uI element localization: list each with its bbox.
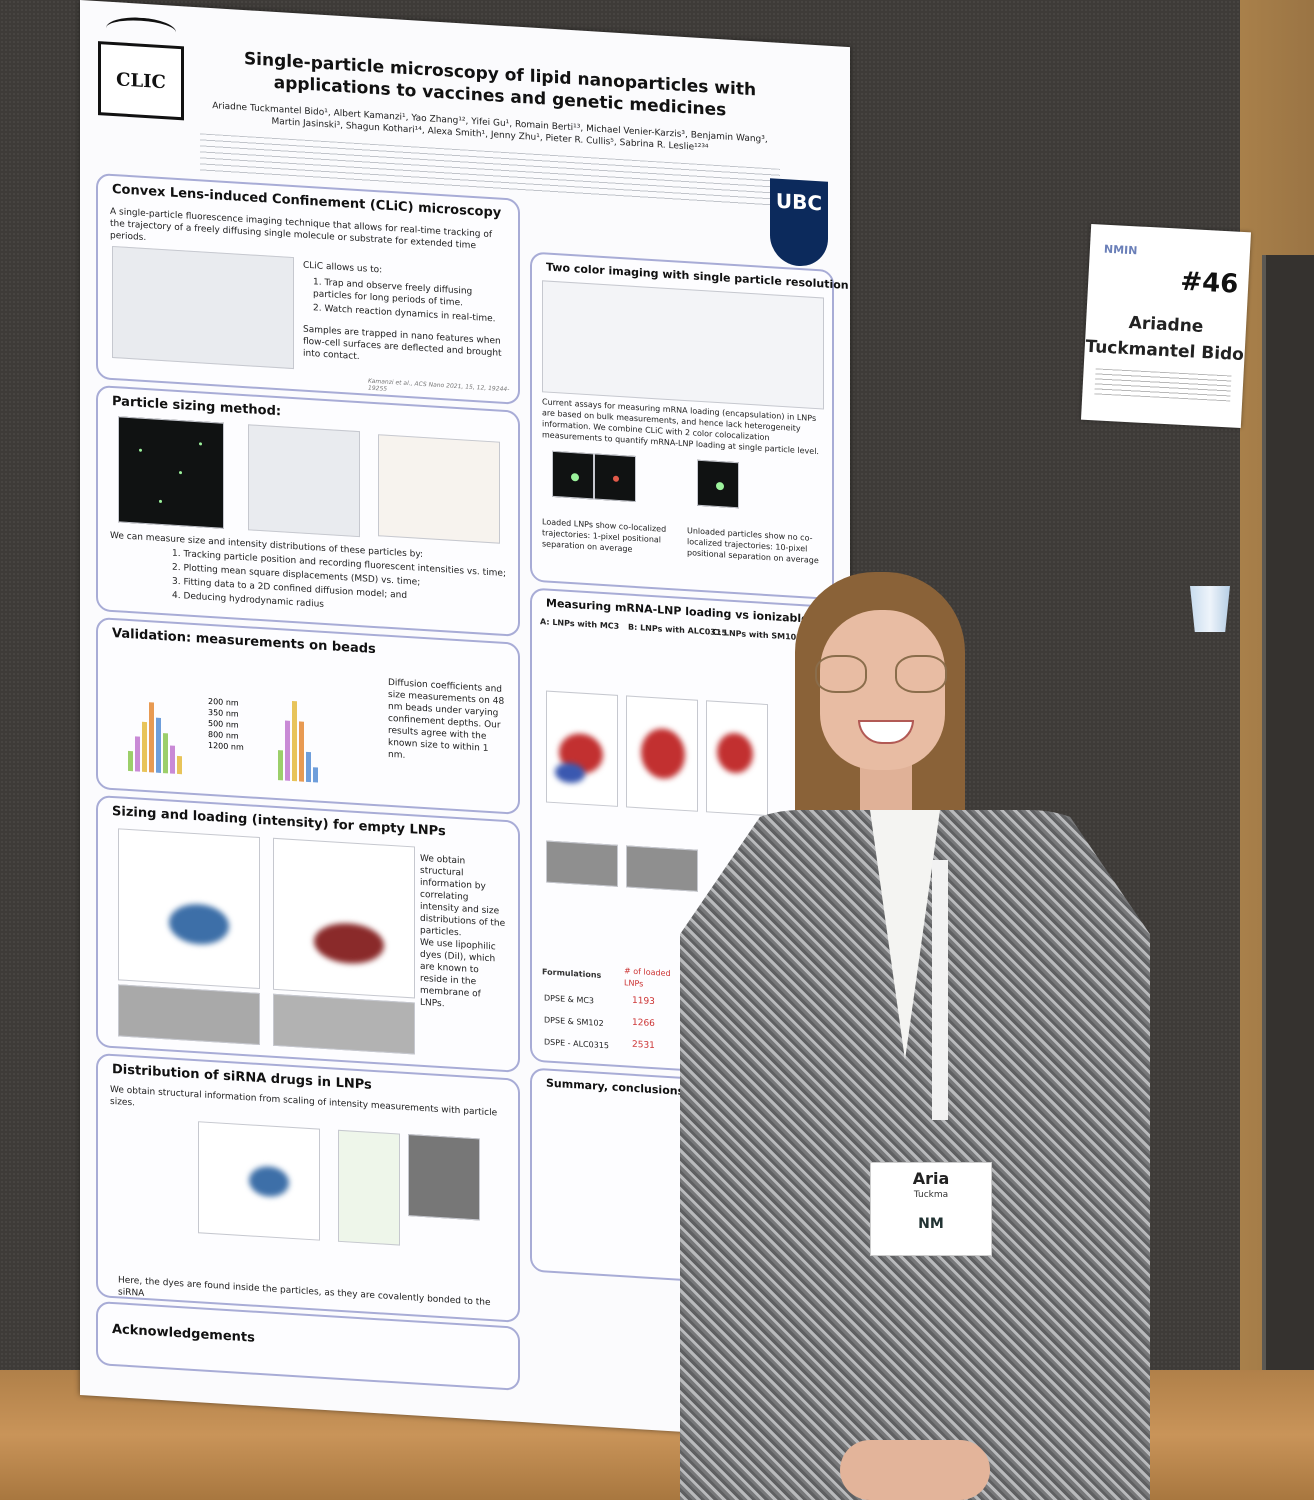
clasped-hands (840, 1440, 990, 1500)
table-row-value: 1266 (632, 1017, 655, 1030)
legend-entry: 1200 nm (208, 740, 244, 753)
scatter-pbs (273, 837, 415, 999)
particle-dot (716, 481, 724, 491)
poster-number: #46 (1179, 266, 1240, 300)
scatter-cloud (249, 1165, 289, 1198)
empty-lnps-text-2: We use lipophilic dyes (DiI), which are … (420, 937, 496, 1010)
nmin-logo: NMIN (1103, 242, 1138, 258)
lanyard (932, 860, 948, 1120)
citation: Kamanzi et al., ACS Nano 2021, 15, 12, 1… (368, 377, 510, 394)
presenter-name: Ariadne Tuckmantel Bido (1084, 308, 1247, 368)
particle-dot (159, 499, 162, 504)
particle-dot (139, 448, 142, 452)
particle-dot (179, 471, 182, 475)
panel-title: Acknowledgements (112, 1321, 255, 1346)
scatter-mc3 (546, 690, 618, 807)
panel-clic: Convex Lens-induced Confinement (CLiC) m… (96, 172, 520, 405)
name-card-subtitle (1094, 368, 1232, 402)
validation-text: Diffusion coefficients and size measurem… (388, 677, 505, 761)
clic-logo: CLIC (98, 41, 184, 121)
badge-name: Aria (912, 1169, 950, 1188)
scatter-cloud (169, 902, 229, 947)
scatter-cloud (641, 727, 685, 781)
msd-plot (378, 434, 500, 544)
empty-lnps-text-1: We obtain structural information by corr… (420, 853, 506, 939)
table-row-name: DPSE & SM102 (544, 1015, 604, 1029)
glasses-icon (815, 655, 867, 693)
presenter-last-name: Tuckmantel Bido (1084, 336, 1245, 366)
mrna-channel-image (594, 453, 636, 503)
paper-cup (1190, 586, 1230, 632)
histogram-diffusion (128, 661, 182, 775)
particle-image (118, 416, 224, 529)
tem-image (118, 984, 260, 1046)
scatter-cloud (314, 921, 384, 966)
table-row-name: DSPE - ALC0315 (544, 1037, 609, 1051)
presenter-name-card: NMIN #46 Ariadne Tuckmantel Bido (1080, 223, 1252, 429)
data-vs-simulation-figure (248, 424, 360, 538)
panel-title: Particle sizing method: (112, 393, 282, 420)
table-header: Formulations (542, 967, 602, 980)
presenter-first-name: Ariadne (1128, 313, 1204, 337)
sirna-micrograph (408, 1134, 480, 1221)
clic-lens-icon (106, 15, 176, 45)
badge-org: NM (918, 1216, 944, 1232)
panel-sizing: Particle sizing method: We can measure s… (96, 384, 520, 637)
sirna-text: We obtain structural information from sc… (110, 1084, 498, 1119)
lnp-channel-image (697, 459, 739, 509)
panel-two-color: Two color imaging with single particle r… (530, 251, 849, 601)
table-row-value: 2531 (632, 1039, 655, 1052)
panel-empty-lnps: Sizing and loading (intensity) for empty… (96, 794, 520, 1073)
validation-legend: 200 nm 350 nm 500 nm 800 nm 1200 nm (208, 696, 244, 753)
column-a-label: A: LNPs with MC3 (540, 617, 620, 631)
panel-title: Validation: measurements on beads (112, 625, 376, 658)
presenter-person: Aria Tuckma NM (680, 560, 1160, 1500)
glasses-icon (895, 655, 947, 693)
table-column-header: # of loaded LNPs (624, 966, 671, 989)
particle-dot (613, 475, 619, 482)
ubc-logo: UBC (770, 178, 828, 268)
cryo-tem-image (546, 840, 618, 887)
particle-dot (199, 442, 202, 446)
two-color-setup-diagram (542, 280, 824, 410)
panel-validation: Validation: measurements on beads 200 nm… (96, 616, 520, 815)
name-badge: Aria Tuckma NM (870, 1162, 992, 1256)
display-board-side (1262, 255, 1314, 1455)
panel-sirna: Distribution of siRNA drugs in LNPs We o… (96, 1052, 520, 1323)
clic-samples: Samples are trapped in nano features whe… (303, 324, 502, 363)
particle-dot (571, 473, 579, 482)
badge-surname: Tuckma (913, 1190, 949, 1200)
lnp-channel-image (552, 450, 594, 500)
histogram-diameter (278, 670, 318, 783)
table-row-value: 1193 (632, 995, 655, 1008)
tem-image (273, 993, 415, 1055)
scatter-acetate (118, 828, 260, 990)
sirna-scatter (198, 1121, 320, 1241)
table-row-name: DPSE & MC3 (544, 993, 595, 1006)
loaded-text: Loaded LNPs show co-localized trajectori… (542, 517, 667, 554)
sirna-diagram (338, 1129, 400, 1246)
clic-diagram (112, 245, 294, 370)
